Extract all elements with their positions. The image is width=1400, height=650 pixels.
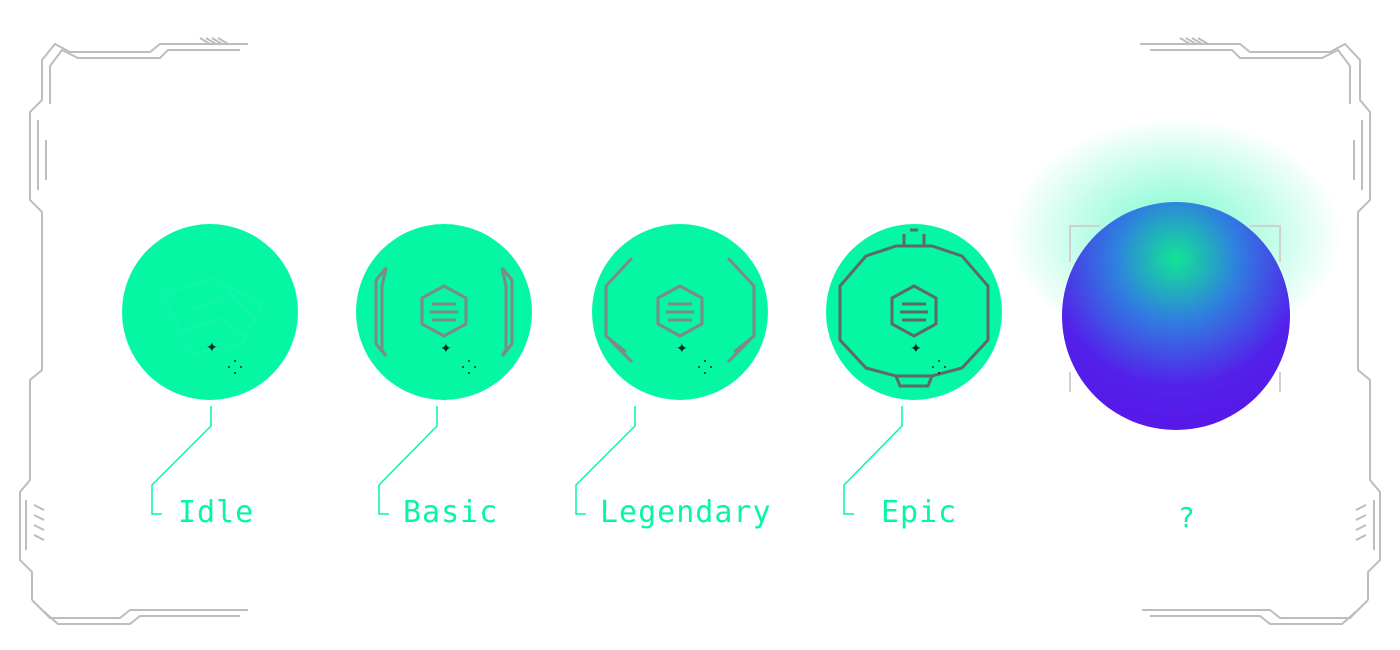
- frame-left-top: [29, 42, 248, 290]
- tier-label-idle: Idle: [178, 495, 255, 530]
- connector-legendary: [575, 406, 636, 515]
- tier-label-legendary: Legendary: [600, 495, 772, 530]
- sparkle-icon: ✦: [440, 341, 452, 357]
- sparkle-icon: ✦: [676, 341, 688, 357]
- tier-label-basic: Basic: [403, 495, 499, 530]
- dots-icon: [932, 360, 946, 374]
- mystery-label: ?: [1178, 501, 1195, 534]
- hexagon-emblem-icon: [890, 284, 938, 338]
- dots-icon: [462, 360, 476, 374]
- orb-legendary[interactable]: ✦: [592, 224, 768, 400]
- connector-basic: [378, 406, 438, 515]
- basic-pattern: ✦: [374, 267, 514, 374]
- idle-pattern: ✦: [161, 278, 263, 374]
- dots-icon: [698, 360, 712, 374]
- orb-basic[interactable]: ✦: [356, 224, 532, 400]
- legendary-pattern: ✦: [604, 256, 756, 374]
- connector-epic: [843, 406, 903, 515]
- dots-icon: [228, 360, 242, 374]
- orb-epic[interactable]: ✦: [826, 224, 1002, 400]
- epic-pattern: ✦: [838, 228, 990, 388]
- hexagon-emblem-icon: [656, 284, 704, 338]
- mystery-orb[interactable]: [1062, 202, 1290, 430]
- frame-left-side: [19, 290, 43, 600]
- frame-right-top: [1140, 42, 1371, 290]
- tier-label-epic: Epic: [881, 495, 958, 530]
- orb-idle[interactable]: ✦: [122, 224, 298, 400]
- connector-idle: [151, 406, 212, 515]
- frame-right-side: [1357, 290, 1381, 600]
- sparkle-icon: ✦: [206, 340, 218, 356]
- sparkle-icon: ✦: [910, 341, 922, 357]
- hexagon-emblem-icon: [420, 284, 468, 338]
